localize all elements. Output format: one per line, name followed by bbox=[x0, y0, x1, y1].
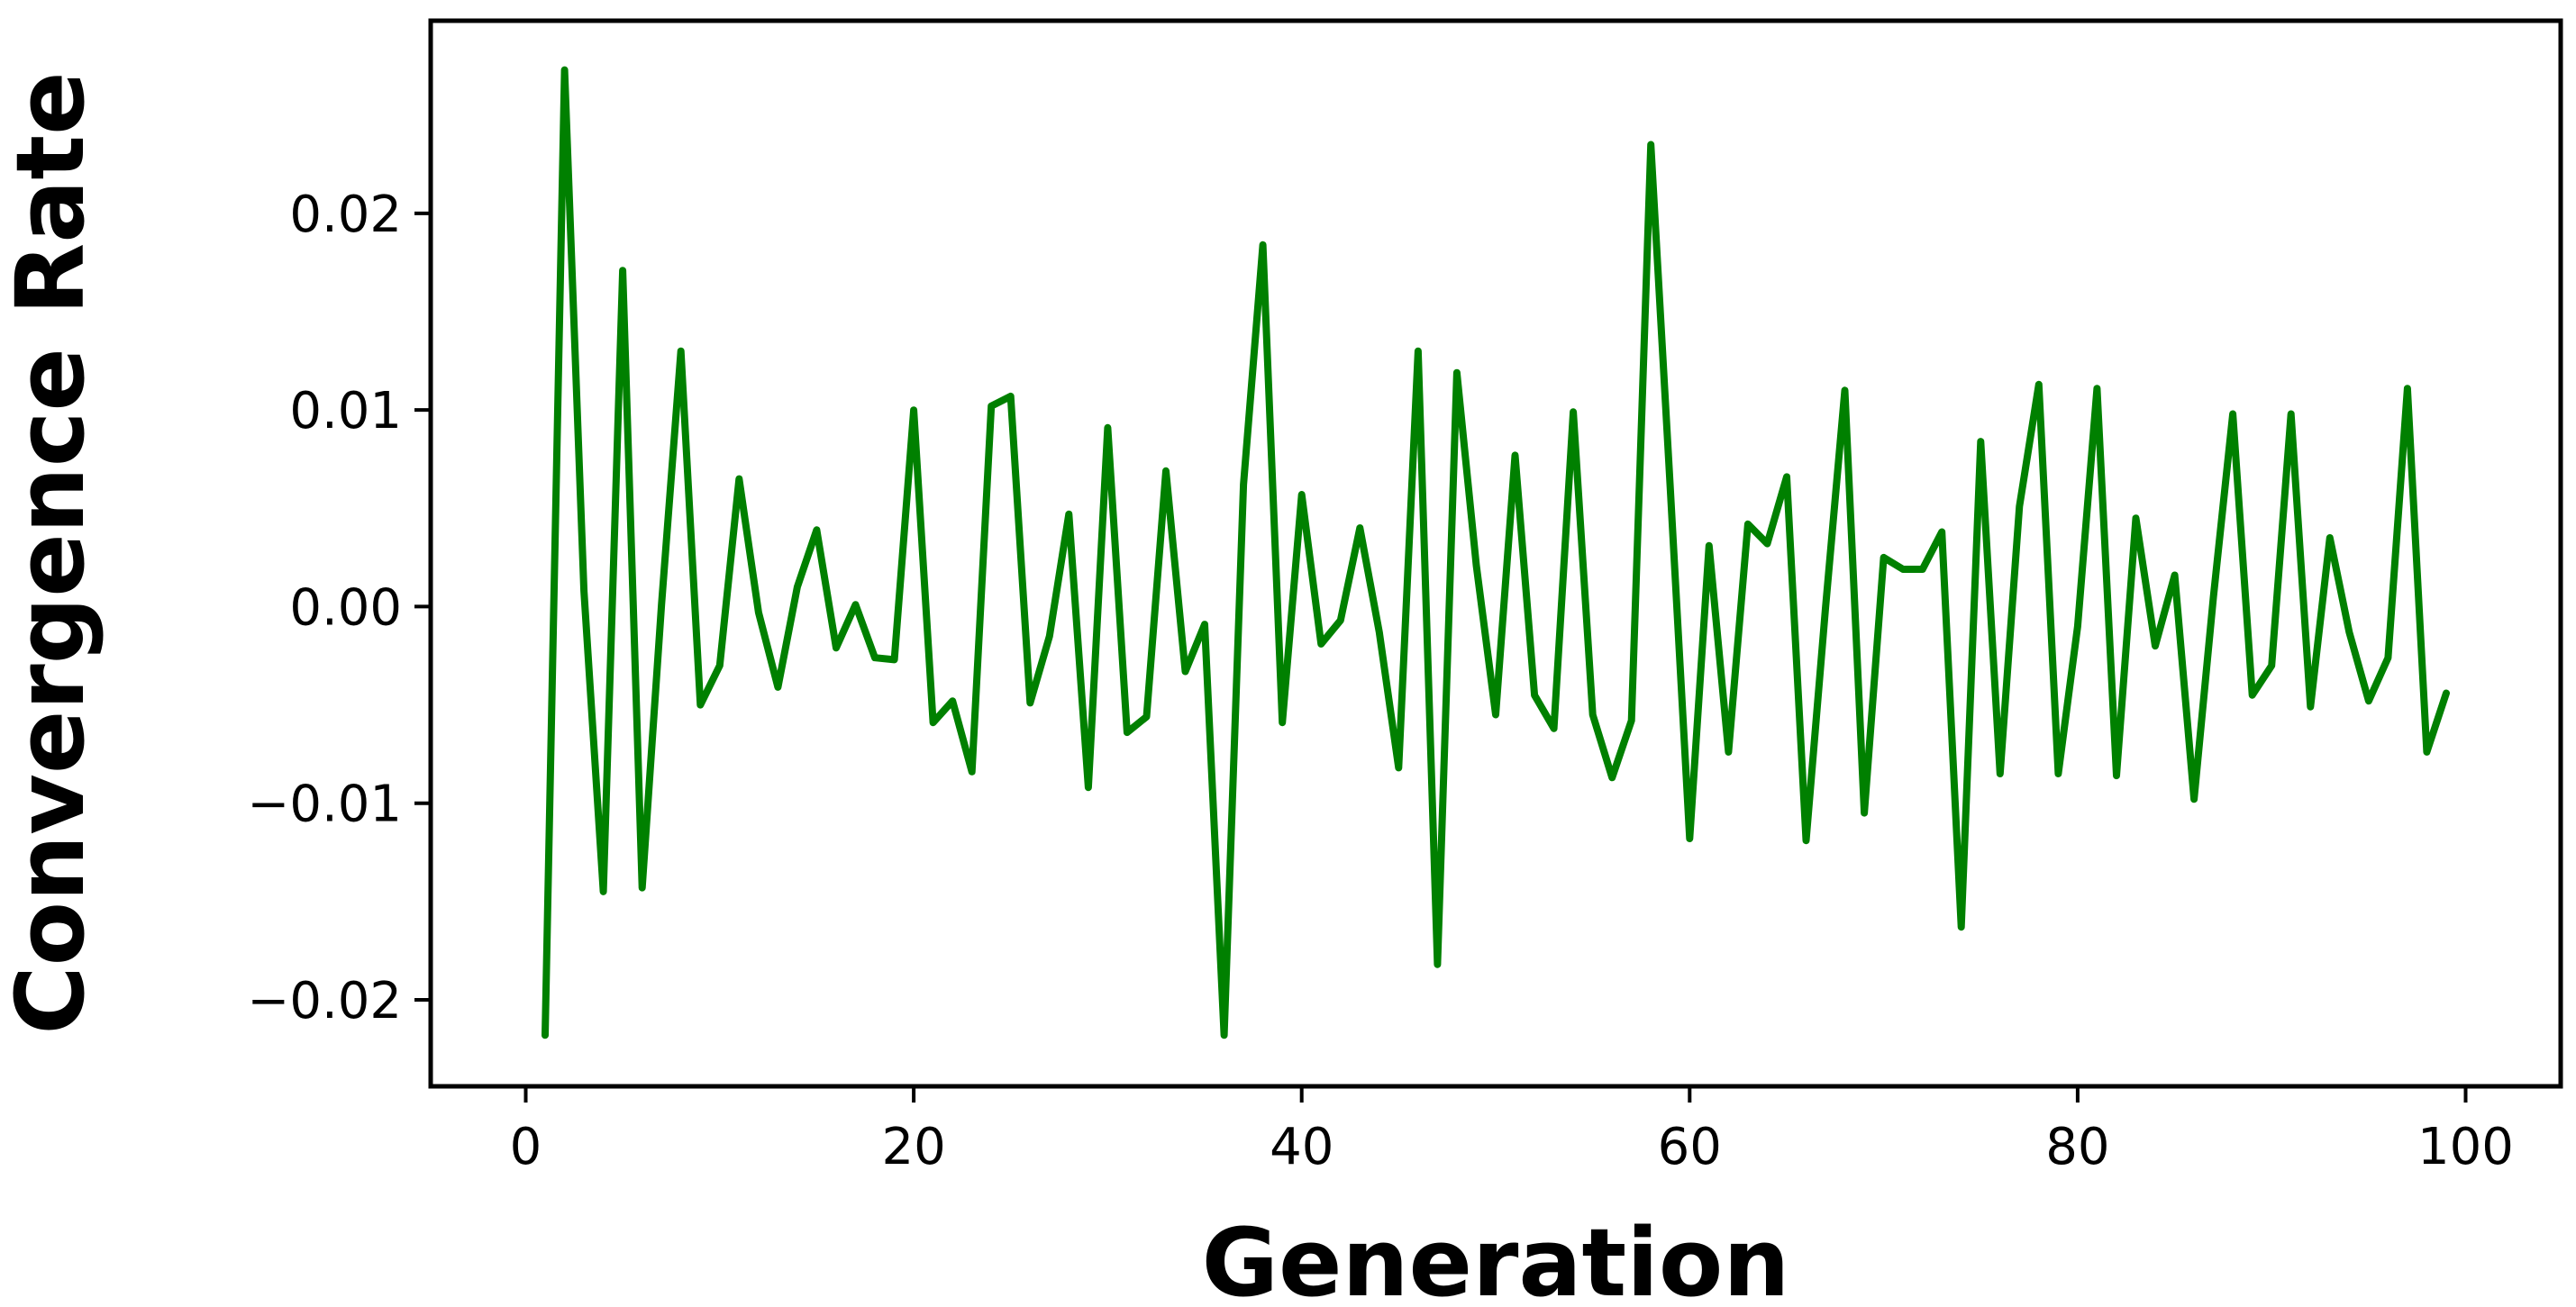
x-axis-ticks: 0 20 40 60 80 100 bbox=[510, 1086, 2514, 1176]
plot-area-frame bbox=[428, 18, 2563, 1089]
x-tick-label: 40 bbox=[1270, 1118, 1334, 1176]
x-tick-label: 0 bbox=[510, 1118, 542, 1176]
x-axis-title: Generation bbox=[1202, 1208, 1790, 1307]
y-axis-ticks: −0.02 −0.01 0.00 0.01 0.02 bbox=[247, 186, 431, 1030]
x-tick-label: 60 bbox=[1658, 1118, 1722, 1176]
x-tick-label: 100 bbox=[2417, 1118, 2514, 1176]
y-tick-label: −0.01 bbox=[247, 776, 402, 834]
x-tick-label: 20 bbox=[881, 1118, 945, 1176]
y-tick-label: 0.01 bbox=[289, 382, 402, 440]
y-axis-title: Convergence Rate bbox=[0, 71, 105, 1034]
y-tick-label: −0.02 bbox=[247, 972, 402, 1030]
x-tick-label: 80 bbox=[2045, 1118, 2109, 1176]
y-tick-label: 0.00 bbox=[289, 578, 402, 637]
convergence-rate-series-line bbox=[542, 66, 2450, 1039]
y-tick-label: 0.02 bbox=[289, 186, 402, 244]
